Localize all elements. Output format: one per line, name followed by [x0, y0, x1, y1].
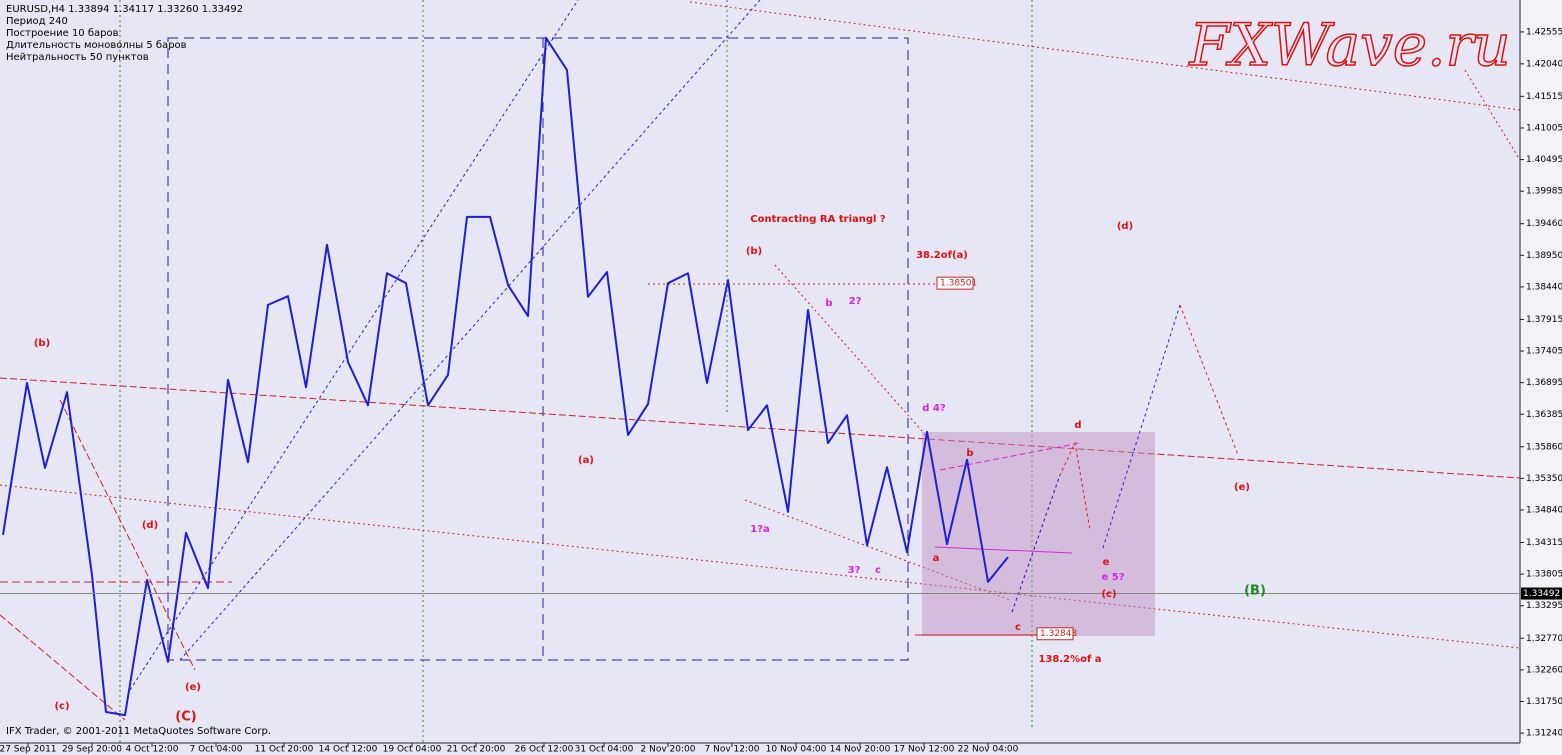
y-tick-label: 1.31750: [1526, 697, 1562, 707]
wave-label: (d): [1117, 221, 1133, 232]
wave-label: (d): [142, 520, 158, 531]
indicator-info: Построение 10 баров: [6, 28, 119, 39]
y-tick-label: 1.39985: [1526, 187, 1562, 197]
y-tick-label: 1.32260: [1526, 665, 1562, 675]
wave-label: c: [1015, 622, 1021, 633]
price-level-box: [936, 276, 974, 290]
wave-label: (c): [54, 701, 69, 712]
wave-label: (e): [1234, 482, 1250, 493]
wave-label: (B): [1244, 584, 1266, 599]
wave-label: e 5?: [1101, 572, 1124, 583]
projection: [1102, 304, 1181, 549]
wave-label: c: [875, 565, 881, 576]
y-tick-label: 1.39460: [1526, 219, 1562, 229]
wave-label: (a): [578, 455, 594, 466]
wave-label: (C): [175, 710, 196, 725]
wave-label: d 4?: [922, 403, 946, 414]
symbol-info: EURUSD,H4 1.33894 1.34117 1.33260 1.3349…: [6, 4, 243, 15]
x-tick-label: 31 Oct 04:00: [575, 745, 634, 755]
wave-label: e: [1103, 557, 1110, 568]
x-tick-label: 14 Nov 20:00: [830, 745, 891, 755]
y-tick-label: 1.36895: [1526, 378, 1562, 388]
x-tick-label: 21 Oct 20:00: [447, 745, 506, 755]
drawing-objects: [0, 0, 1521, 743]
last-price-label: 1.33492: [1523, 589, 1560, 599]
indicator-info: Нейтральность 50 пунктов: [6, 52, 149, 63]
y-tick-label: 1.37915: [1526, 315, 1562, 325]
triangle-line: [934, 546, 1073, 554]
y-tick-label: 1.38440: [1526, 282, 1562, 292]
y-tick-label: 1.35350: [1526, 474, 1562, 484]
y-tick-label: 1.40495: [1526, 155, 1562, 165]
indicator-info: Период 240: [6, 16, 68, 27]
y-tick-label: 1.32770: [1526, 634, 1562, 644]
x-tick-label: 7 Oct 04:00: [190, 745, 243, 755]
x-tick-label: 26 Oct 12:00: [515, 745, 574, 755]
indicator-info: Длительность моноволны 5 баров: [6, 40, 187, 51]
wave-label: (e): [185, 682, 201, 693]
y-tick-label: 1.42040: [1526, 59, 1562, 69]
wave-label: 2?: [849, 296, 862, 307]
y-tick-label: 1.33805: [1526, 570, 1562, 580]
wave-label: (b): [34, 338, 50, 349]
zone-box: [922, 432, 1155, 636]
price-scale: [1520, 0, 1562, 755]
wave-label: (b): [746, 246, 762, 257]
x-tick-label: 10 Nov 04:00: [766, 745, 827, 755]
wave-label: b: [825, 298, 832, 309]
wave-label: d: [1074, 420, 1081, 431]
channel-line: [129, 0, 579, 691]
wave-label: 3?: [848, 565, 861, 576]
wave-label: (c): [1101, 589, 1116, 600]
x-tick-label: 29 Sep 20:00: [62, 745, 122, 755]
trend-line: [744, 499, 1011, 601]
x-tick-label: 22 Nov 04:00: [958, 745, 1019, 755]
y-tick-label: 1.41005: [1526, 123, 1562, 133]
trend-line: [774, 264, 931, 441]
y-tick-label: 1.33295: [1526, 601, 1562, 611]
y-tick-label: 1.41515: [1526, 92, 1562, 102]
y-tick-label: 1.35860: [1526, 442, 1562, 452]
dashed-box: [167, 37, 909, 661]
x-tick-label: 11 Oct 20:00: [255, 745, 314, 755]
price-level-box: [1036, 627, 1074, 641]
watermark: FXWave.ru: [1188, 11, 1510, 79]
y-tick-label: 1.37405: [1526, 347, 1562, 357]
projection: [1011, 474, 1061, 613]
price-level-label: 1.38501: [940, 279, 977, 289]
x-tick-label: 17 Nov 12:00: [894, 745, 955, 755]
y-tick-label: 1.42555: [1526, 27, 1562, 37]
channel-line: [179, 0, 761, 661]
copyright: IFX Trader, © 2001-2011 MetaQuotes Softw…: [6, 726, 271, 737]
wave-label: 138.2%of a: [1038, 654, 1101, 665]
wave-label: b: [966, 448, 973, 459]
y-tick-label: 1.34315: [1526, 538, 1562, 548]
last-price-box: [1521, 587, 1562, 600]
wave-label: a: [933, 553, 940, 564]
triangle-line: [939, 442, 1081, 471]
x-tick-label: 4 Oct 12:00: [126, 745, 179, 755]
price-level-label: 1.32843: [1040, 629, 1077, 639]
x-tick-label: 27 Sep 2011: [0, 745, 57, 755]
wave-line: [2, 36, 1009, 717]
projection: [1179, 304, 1239, 456]
wave-label: Contracting RA triangl ?: [750, 214, 886, 225]
y-tick-label: 1.36385: [1526, 410, 1562, 420]
y-tick-label: 1.31240: [1526, 729, 1562, 739]
x-tick-label: 19 Oct 04:00: [383, 745, 442, 755]
wave-label: 1?a: [750, 524, 770, 535]
x-tick-label: 7 Nov 12:00: [705, 745, 760, 755]
y-tick-label: 1.38950: [1526, 251, 1562, 261]
wave-label: 38.2of(a): [916, 250, 968, 261]
x-tick-label: 2 Nov 20:00: [641, 745, 696, 755]
x-tick-label: 14 Oct 12:00: [319, 745, 378, 755]
trend-line: [0, 377, 1521, 479]
y-tick-label: 1.34840: [1526, 505, 1562, 515]
